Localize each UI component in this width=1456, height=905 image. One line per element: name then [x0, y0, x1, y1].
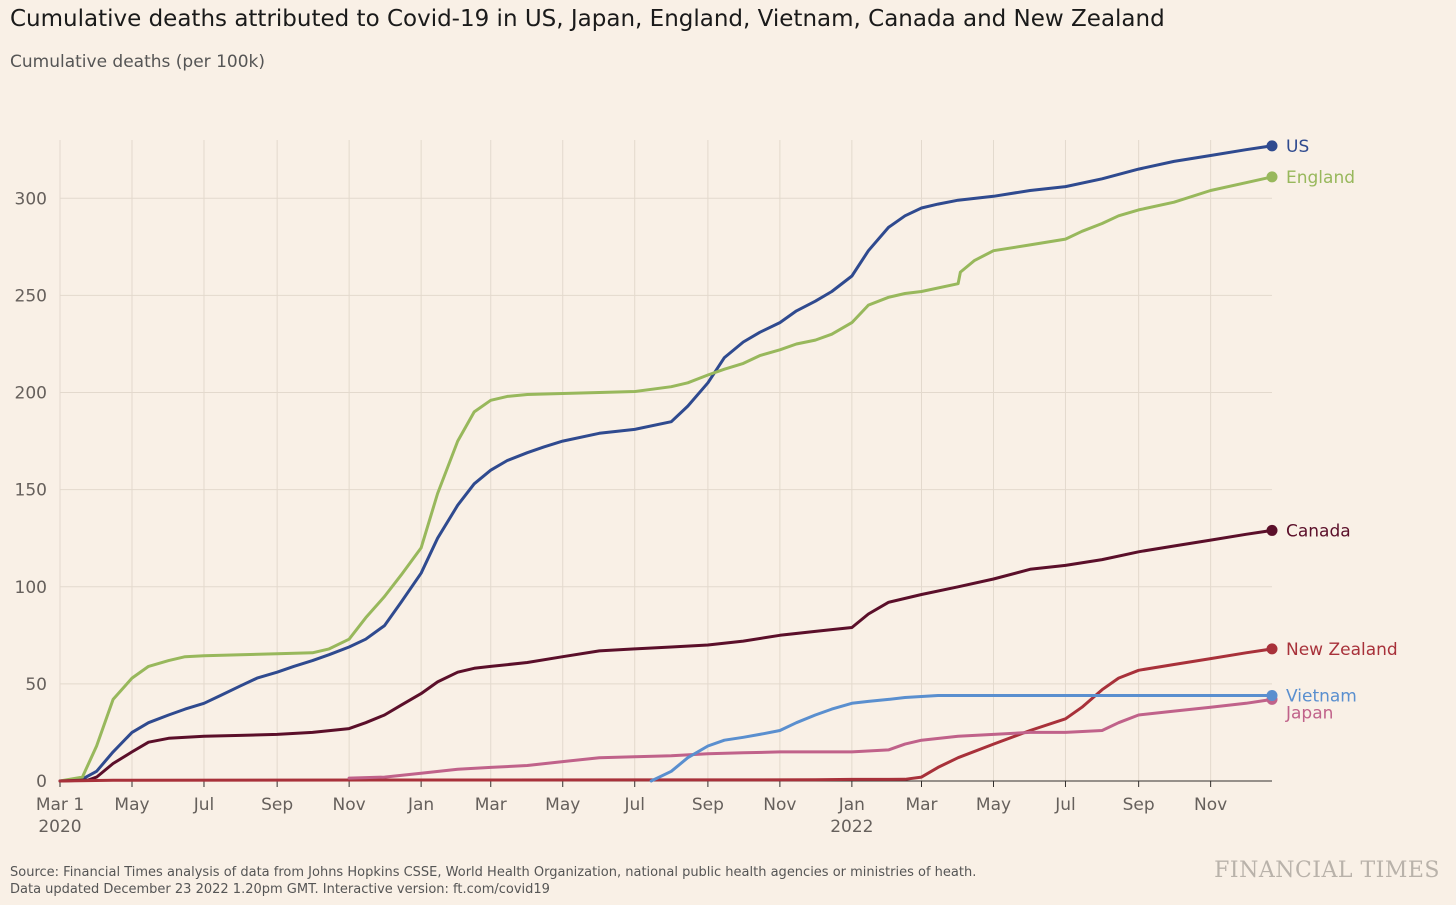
updated-line: Data updated December 23 2022 1.20pm GMT…: [10, 882, 550, 897]
series-label: US: [1286, 137, 1309, 157]
x-tick-label: Sep: [1123, 795, 1155, 815]
x-tick-label: Nov: [333, 795, 366, 815]
series-group: [58, 140, 1278, 783]
series-label: Canada: [1286, 521, 1351, 541]
y-tick-label: 100: [15, 578, 47, 598]
y-tick-label: 50: [25, 675, 47, 695]
series-end-marker: [1266, 690, 1278, 702]
publisher-logo: FINANCIAL TIMES: [1214, 858, 1440, 883]
series-label: England: [1286, 168, 1355, 188]
x-tick-label: Jul: [1054, 795, 1076, 815]
grid: [59, 140, 1272, 781]
x-tick-label: Jul: [193, 795, 215, 815]
series-line-canada: [58, 528, 1274, 783]
x-tick-label: Nov: [763, 795, 796, 815]
y-tick-label: 0: [36, 772, 47, 792]
y-axis-label: Cumulative deaths (per 100k): [10, 52, 265, 72]
x-tick-label: Sep: [261, 795, 293, 815]
x-tick-label: Mar 1: [36, 795, 84, 815]
source-line: Source: Financial Times analysis of data…: [10, 865, 977, 880]
y-tick-label: 300: [15, 189, 47, 209]
x-tick-label: Jan: [838, 795, 865, 815]
series-end-marker: [1266, 140, 1278, 152]
series-line-us: [58, 144, 1274, 783]
series-end-marker: [1266, 524, 1278, 536]
x-tick-label: Mar: [905, 795, 937, 815]
x-tick-label: Jan: [407, 795, 434, 815]
y-tick-label: 200: [15, 384, 47, 404]
chart-title: Cumulative deaths attributed to Covid-19…: [10, 6, 1165, 32]
y-tick-label: 150: [15, 481, 47, 501]
series-end-marker: [1266, 643, 1278, 655]
x-tick-label: May: [114, 795, 149, 815]
series-end-marker: [1266, 171, 1278, 183]
x-tick-label: Jul: [623, 795, 645, 815]
series-line-japan: [347, 697, 1274, 780]
source-note: Source: Financial Times analysis of data…: [10, 864, 976, 898]
series-line-vietnam: [649, 694, 1274, 783]
series-label: Japan: [1285, 703, 1333, 723]
series-line-new-zealand: [58, 647, 1274, 783]
x-tick-year-label: 2020: [38, 817, 81, 837]
series-line-england: [58, 175, 1274, 783]
x-tick-year-label: 2022: [830, 817, 873, 837]
series-label: New Zealand: [1286, 640, 1398, 660]
y-tick-label: 250: [15, 286, 47, 306]
x-tick-label: Sep: [692, 795, 724, 815]
series-label: Vietnam: [1286, 687, 1357, 707]
x-tick-label: May: [545, 795, 580, 815]
x-tick-label: Nov: [1194, 795, 1227, 815]
x-tick-label: May: [976, 795, 1011, 815]
x-tick-label: Mar: [475, 795, 507, 815]
